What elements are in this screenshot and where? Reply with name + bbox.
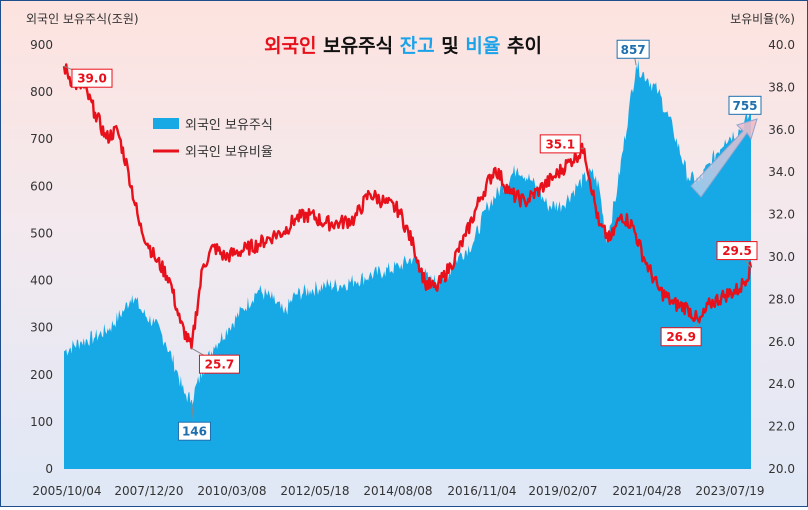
y-right-tick-label: 32.0 [768, 208, 795, 222]
y-right-axis-label: 보유비율(%) [730, 12, 795, 26]
x-tick-label: 2021/04/28 [612, 484, 681, 498]
title-part-0: 외국인 [264, 35, 316, 57]
data-label: 857 [616, 39, 650, 66]
title-part-5: 추이 [500, 35, 542, 57]
y-right-tick-label: 22.0 [768, 420, 795, 434]
legend: 외국인 보유주식 외국인 보유비율 [153, 118, 273, 160]
x-ticks: 2005/10/04 2007/12/20 2010/03/08 2012/05/18… [32, 484, 764, 498]
y-right-tick-label: 34.0 [768, 165, 795, 179]
data-label-box [71, 68, 113, 88]
x-tick-label: 2007/12/20 [114, 484, 183, 498]
data-label-text: 146 [182, 425, 207, 439]
y-left-tick-label: 700 [30, 132, 53, 146]
data-label: 25.7 [191, 347, 240, 374]
data-label: 29.5 [716, 241, 758, 268]
data-label-text: 755 [732, 99, 757, 113]
x-tick-label: 2019/02/07 [528, 484, 597, 498]
y-right-tick-label: 20.0 [768, 462, 795, 476]
data-label-box [198, 354, 240, 374]
y-right-ticks: 20.0 22.0 24.0 26.0 28.0 30.0 32.0 34.0 36.0 38.0… [768, 38, 795, 476]
data-label: 35.1 [539, 134, 585, 154]
data-label-box [539, 134, 581, 154]
data-label-box [716, 241, 758, 261]
legend-label-holdings: 외국인 보유주식 [185, 118, 273, 133]
title-part-4: 비율 [465, 35, 500, 57]
y-right-tick-label: 30.0 [768, 250, 795, 264]
title-part-2: 잔고 [400, 35, 435, 57]
data-label-text: 29.5 [722, 244, 752, 258]
trend-arrow-shape [690, 118, 758, 198]
x-tick-label: 2023/07/19 [695, 484, 764, 498]
data-label-text: 26.9 [666, 330, 696, 344]
y-left-tick-label: 200 [30, 368, 53, 382]
title-part-3: 및 [435, 35, 466, 57]
x-tick-label: 2012/05/18 [280, 484, 349, 498]
data-label-text: 39.0 [77, 72, 107, 86]
title-part-1: 보유주식 [317, 35, 400, 57]
data-labels: 39.0 25.7 35.1 26.9 29.5 146 857 755 [63, 39, 762, 441]
y-right-tick-label: 38.0 [768, 80, 795, 94]
y-left-tick-label: 900 [30, 38, 53, 52]
x-tick-label: 2016/11/04 [447, 484, 516, 498]
legend-swatch-holdings [153, 118, 179, 129]
y-left-tick-label: 100 [30, 415, 53, 429]
data-label: 39.0 [63, 65, 113, 88]
data-label-text: 25.7 [205, 358, 235, 372]
y-left-tick-label: 600 [30, 179, 53, 193]
y-left-tick-label: 800 [30, 85, 53, 99]
data-label-box [616, 39, 650, 59]
data-label: 26.9 [660, 322, 702, 347]
y-left-axis-label: 외국인 보유주식(조원) [26, 12, 139, 26]
data-label-box [728, 95, 762, 115]
y-right-tick-label: 36.0 [768, 123, 795, 137]
y-right-tick-label: 40.0 [768, 38, 795, 52]
data-label-text: 857 [621, 43, 646, 57]
y-right-tick-label: 28.0 [768, 292, 795, 306]
x-tick-label: 2010/03/08 [197, 484, 266, 498]
data-label-box [177, 421, 211, 441]
x-tick-label: 2005/10/04 [32, 484, 101, 498]
y-right-tick-label: 24.0 [768, 377, 795, 391]
data-label: 146 [177, 400, 211, 441]
y-left-tick-label: 300 [30, 321, 53, 335]
data-label-box [660, 327, 702, 347]
y-right-tick-label: 26.0 [768, 335, 795, 349]
legend-label-ratio: 외국인 보유비율 [185, 145, 273, 160]
data-label: 755 [728, 95, 762, 115]
series-ratio-line [62, 63, 753, 350]
y-left-tick-label: 500 [30, 226, 53, 240]
y-left-tick-label: 400 [30, 274, 53, 288]
y-left-ticks: 0 100 200 300 400 500 600 700 800 900 [30, 38, 53, 476]
data-label-text: 35.1 [545, 137, 575, 151]
x-tick-label: 2014/08/08 [363, 484, 432, 498]
y-left-tick-label: 0 [45, 462, 53, 476]
chart-title: 외국인 보유주식 잔고 및 비율 추이 [264, 35, 542, 57]
